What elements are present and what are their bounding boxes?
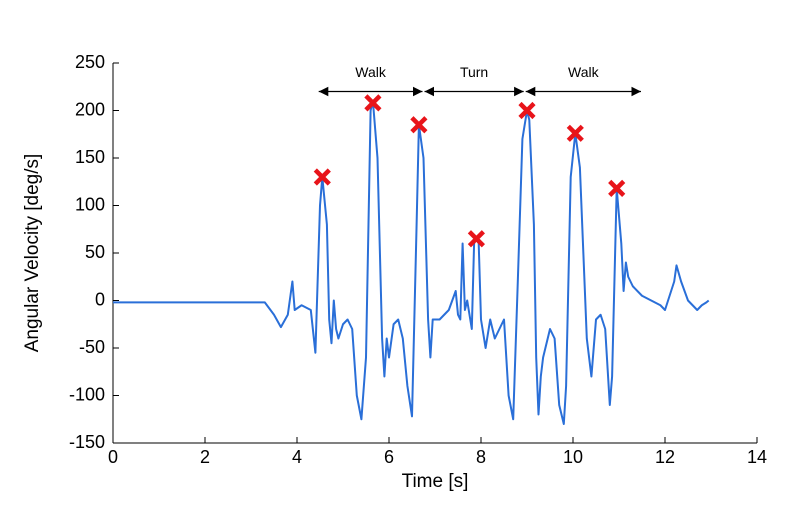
peak-marker <box>313 168 331 186</box>
x-tick-label: 8 <box>476 447 486 467</box>
x-tick-label: 0 <box>108 447 118 467</box>
y-tick-label: 250 <box>75 52 105 72</box>
annotation-label: Turn <box>460 64 488 80</box>
x-tick-label: 4 <box>292 447 302 467</box>
x-tick-label: 6 <box>384 447 394 467</box>
y-tick-label: 50 <box>85 242 105 262</box>
y-tick-label: 150 <box>75 147 105 167</box>
peak-marker <box>518 101 536 120</box>
x-tick-label: 2 <box>200 447 210 467</box>
y-tick-label: 200 <box>75 99 105 119</box>
y-tick-label: 0 <box>95 289 105 309</box>
y-tick-label: 100 <box>75 194 105 214</box>
y-tick-label: -150 <box>69 432 105 452</box>
peak-marker <box>410 116 428 134</box>
data-line <box>113 100 710 425</box>
x-tick-label: 12 <box>655 447 675 467</box>
x-tick-label: 14 <box>747 447 767 467</box>
annotation-label: Walk <box>568 64 600 80</box>
y-tick-label: -50 <box>79 337 105 357</box>
annotation-label: Walk <box>355 64 387 80</box>
peak-marker <box>364 94 382 112</box>
y-axis-title: Angular Velocity [deg/s] <box>22 154 43 353</box>
peak-marker <box>467 230 485 248</box>
x-tick-label: 10 <box>563 447 583 467</box>
peak-marker <box>608 179 626 197</box>
peak-marker <box>566 124 584 142</box>
y-tick-label: -100 <box>69 384 105 404</box>
x-axis-title: Time [s] <box>402 471 469 492</box>
